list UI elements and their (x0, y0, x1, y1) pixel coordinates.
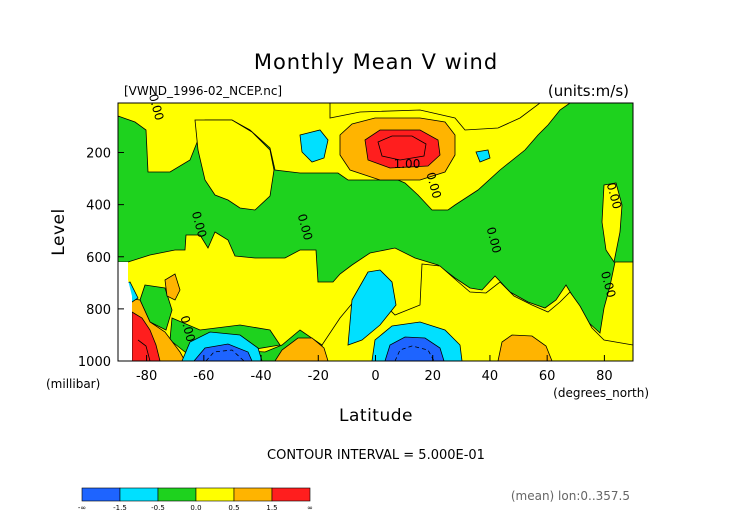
field-region-yellow-right (601, 182, 623, 264)
field-region-orange-mid (274, 337, 329, 361)
x-tick-label: -80 (136, 369, 157, 384)
chart-title: Monthly Mean V wind (254, 50, 498, 74)
x-axis: -80 -60 -40 -20 0 20 40 60 80 (136, 355, 613, 384)
contour-jet-inner (377, 135, 427, 161)
colorbar-label: 0.0 (190, 504, 201, 512)
contour-label: 0.00 (189, 210, 209, 239)
field-region-cyan-mid (347, 269, 397, 346)
contour-label: 0.00 (295, 212, 315, 241)
colorbar-label: -1.5 (113, 504, 127, 512)
colorbar-label: -0.5 (151, 504, 165, 512)
field-region-orange-small (164, 273, 181, 301)
colorbar-label: 0.5 (228, 504, 239, 512)
y-axis: 200 400 600 800 1000 (78, 147, 124, 370)
x-tick-label: -60 (193, 369, 214, 384)
colorbar-label: 1.5 (266, 504, 277, 512)
contour-interval: CONTOUR INTERVAL = 5.000E-01 (267, 448, 485, 463)
field-region-cyan-small (475, 149, 491, 163)
x-tick-label: 20 (424, 369, 441, 384)
field-region-red-low (131, 311, 161, 361)
colorbar-swatch (81, 487, 121, 502)
x-tick-label: 40 (482, 369, 499, 384)
colorbar: -∞ -1.5 -0.5 0.0 0.5 1.5 ∞ (78, 487, 313, 512)
colorbar-swatch (195, 487, 235, 502)
y-tick-label: 1000 (78, 355, 111, 370)
x-axis-label: Latitude (339, 406, 413, 426)
contour-label: 0.00 (598, 270, 618, 299)
units-label: (units:m/s) (548, 82, 629, 100)
x-tick-label: 60 (539, 369, 556, 384)
field-region-blue-left (193, 343, 253, 361)
field-region-yellow-top (329, 103, 541, 131)
contour-red-low-inner (137, 339, 151, 361)
field-region-yellow-left (194, 119, 275, 211)
x-tick-label: 0 (371, 369, 379, 384)
contour-label: 0.00 (484, 225, 504, 254)
contour-label: 1.00 (394, 157, 421, 171)
plot-area (118, 103, 633, 361)
x-tick-label: 80 (596, 369, 613, 384)
contour-label: 0.00 (177, 314, 197, 343)
contour-label: 0.00 (604, 181, 624, 210)
colorbar-label: -∞ (78, 504, 86, 512)
colorbar-swatch (271, 487, 311, 502)
contour-label: 0.00 (146, 92, 166, 121)
colorbar-swatch (119, 487, 159, 502)
colorbar-label: ∞ (307, 504, 313, 512)
y-tick-label: 600 (86, 251, 111, 266)
contour-dashed-bottom (394, 345, 435, 361)
x-axis-units: (degrees_north) (553, 386, 649, 400)
colorbar-swatch (157, 487, 197, 502)
y-tick-label: 400 (86, 199, 111, 214)
missing-data-patch (118, 262, 132, 361)
contour-dashed-left (205, 349, 245, 361)
x-tick-label: -20 (308, 369, 329, 384)
y-tick-label: 800 (86, 303, 111, 318)
field-region-cyan-top (299, 129, 329, 163)
field-region-orange-right (497, 334, 553, 361)
file-label: [VWND_1996-02_NCEP.nc] (124, 84, 282, 98)
contour-labels: 0.000.00 0.001.000.000.000.000.000.00 (146, 92, 624, 343)
colorbar-swatch (233, 487, 273, 502)
y-axis-label: Level (49, 208, 69, 255)
mean-label: (mean) lon:0..357.5 (511, 489, 630, 503)
contour-label: 0.00 (424, 171, 444, 200)
x-tick-label: -40 (250, 369, 271, 384)
y-axis-units: (millibar) (46, 377, 100, 391)
y-tick-label: 200 (86, 147, 111, 162)
field-region-blue-bottom (384, 336, 445, 361)
